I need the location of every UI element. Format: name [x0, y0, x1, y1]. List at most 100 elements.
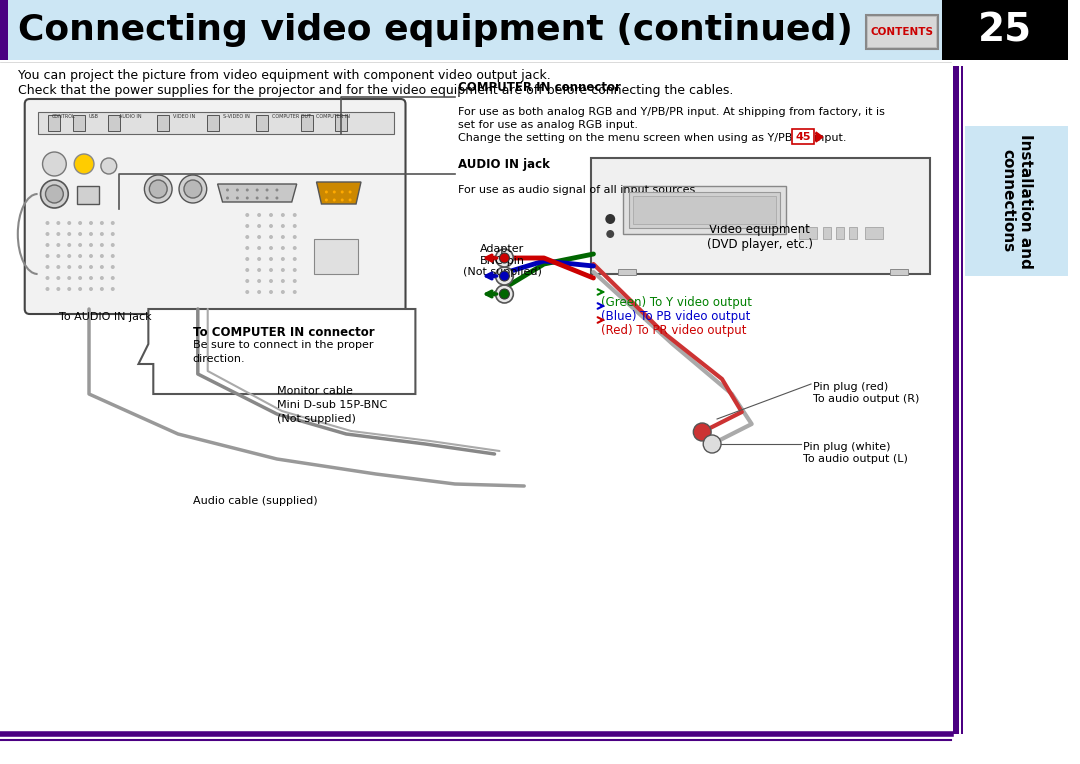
Text: 45: 45 [795, 132, 811, 142]
Bar [300, 115, 312, 131]
Bar [108, 115, 120, 131]
Text: USB: USB [89, 114, 99, 118]
Circle shape [703, 435, 721, 453]
Bar [49, 115, 60, 131]
Bar [256, 115, 268, 131]
Circle shape [99, 232, 104, 236]
Circle shape [269, 246, 273, 250]
Circle shape [45, 254, 50, 258]
Circle shape [496, 249, 513, 267]
Circle shape [45, 232, 50, 236]
Circle shape [333, 190, 336, 193]
Circle shape [281, 290, 285, 294]
Text: CONTENTS: CONTENTS [870, 27, 933, 37]
Text: CONTROL: CONTROL [52, 114, 76, 118]
Circle shape [293, 268, 297, 272]
Text: AUDIO IN jack: AUDIO IN jack [458, 158, 550, 171]
Circle shape [78, 232, 82, 236]
Bar [618, 269, 636, 275]
Circle shape [499, 271, 510, 281]
Bar [623, 186, 786, 234]
Circle shape [245, 246, 249, 250]
Bar [865, 227, 883, 239]
Bar [629, 192, 781, 228]
Circle shape [67, 221, 71, 225]
Circle shape [111, 232, 114, 236]
Circle shape [257, 290, 261, 294]
Bar [0, 0, 8, 60]
Circle shape [56, 265, 60, 269]
Circle shape [99, 221, 104, 225]
Circle shape [67, 254, 71, 258]
Text: (Green) To Y video output: (Green) To Y video output [602, 296, 753, 309]
Text: AUDIO IN: AUDIO IN [119, 114, 141, 118]
Circle shape [75, 154, 94, 174]
Circle shape [111, 265, 114, 269]
Bar [942, 0, 1068, 60]
Circle shape [256, 196, 258, 199]
Circle shape [245, 290, 249, 294]
Bar [890, 269, 908, 275]
Text: VIDEO IN: VIDEO IN [173, 114, 195, 118]
Text: Video equipment
(DVD player, etc.): Video equipment (DVD player, etc.) [706, 223, 812, 251]
Circle shape [496, 285, 513, 303]
Circle shape [257, 257, 261, 261]
Circle shape [179, 175, 206, 203]
Circle shape [111, 276, 114, 280]
Circle shape [245, 213, 249, 217]
Circle shape [275, 196, 279, 199]
Bar [836, 227, 843, 239]
Circle shape [293, 224, 297, 228]
PathPatch shape [138, 309, 416, 394]
FancyBboxPatch shape [25, 99, 405, 314]
Circle shape [266, 189, 269, 192]
Bar [73, 115, 85, 131]
Circle shape [281, 213, 285, 217]
Text: COMPUTER IN connector: COMPUTER IN connector [458, 81, 621, 94]
Circle shape [78, 243, 82, 247]
Bar [335, 115, 347, 131]
Circle shape [349, 199, 352, 202]
Circle shape [340, 190, 343, 193]
Text: To COMPUTER IN connector: To COMPUTER IN connector [193, 326, 375, 339]
Text: Monitor cable: Monitor cable [276, 386, 353, 396]
Circle shape [111, 221, 114, 225]
Circle shape [45, 265, 50, 269]
Circle shape [111, 287, 114, 291]
Circle shape [496, 267, 513, 285]
Text: 25: 25 [977, 11, 1031, 49]
Circle shape [89, 254, 93, 258]
Circle shape [42, 152, 66, 176]
Circle shape [605, 214, 616, 224]
Circle shape [67, 276, 71, 280]
Circle shape [99, 243, 104, 247]
Circle shape [99, 254, 104, 258]
Circle shape [41, 180, 68, 208]
Circle shape [281, 224, 285, 228]
Circle shape [100, 158, 117, 174]
Text: (Blue) To PB video output: (Blue) To PB video output [602, 310, 751, 323]
Bar [799, 227, 816, 239]
Circle shape [269, 279, 273, 283]
Bar [868, 17, 935, 47]
Bar [954, 66, 959, 734]
Circle shape [245, 235, 249, 239]
Circle shape [111, 254, 114, 258]
Circle shape [56, 254, 60, 258]
Text: Check that the power supplies for the projector and for the video equipment are : Check that the power supplies for the pr… [17, 84, 733, 97]
Circle shape [56, 221, 60, 225]
Text: Installation and
connections: Installation and connections [1000, 134, 1032, 268]
Text: For use as audio signal of all input sources.: For use as audio signal of all input sou… [458, 185, 699, 195]
Text: S-VIDEO IN: S-VIDEO IN [222, 114, 249, 118]
Bar [77, 186, 99, 204]
Circle shape [293, 235, 297, 239]
Text: You can project the picture from video equipment with component video output jac: You can project the picture from video e… [17, 69, 551, 82]
Text: Connecting video equipment (continued): Connecting video equipment (continued) [17, 13, 853, 47]
Circle shape [269, 213, 273, 217]
Circle shape [606, 230, 615, 238]
Circle shape [45, 221, 50, 225]
Polygon shape [816, 132, 823, 142]
Circle shape [293, 257, 297, 261]
FancyBboxPatch shape [592, 158, 930, 274]
Circle shape [281, 235, 285, 239]
